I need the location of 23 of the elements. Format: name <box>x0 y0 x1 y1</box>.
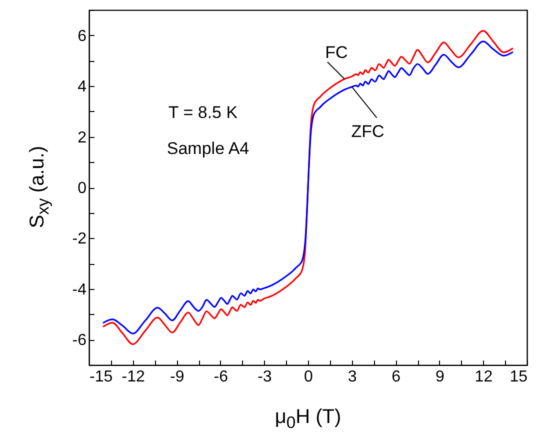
x-tick-label: 6 <box>392 368 401 386</box>
x-tick-label: 9 <box>435 368 444 386</box>
y-tick-label: -2 <box>72 230 87 248</box>
series-label: ZFC <box>351 122 384 141</box>
y-tick-label: -4 <box>72 281 87 298</box>
x-axis-title: μ$_{0}$H (T) <box>274 406 342 433</box>
y-tick-label: 6 <box>78 28 87 45</box>
x-tick-label: 15 <box>510 368 528 386</box>
annotation: Sample A4 <box>166 139 250 158</box>
x-tick-label: -9 <box>170 368 184 386</box>
series-label: FC <box>325 42 348 62</box>
x-tick-label: -6 <box>214 368 228 386</box>
x-tick-label: 3 <box>348 368 357 386</box>
x-tick-label: 0 <box>304 368 314 386</box>
annotation: T = 8.5 K <box>168 103 238 122</box>
x-tick-label: -3 <box>258 368 272 386</box>
x-tick-label: -15 <box>90 368 113 386</box>
y-tick-label: 2 <box>78 129 87 146</box>
y-tick-label: 0 <box>78 180 87 197</box>
x-tick-label: 12 <box>474 368 493 386</box>
y-tick-label: -6 <box>72 332 87 350</box>
x-tick-label: -12 <box>122 368 145 386</box>
y-tick-label: 4 <box>78 78 87 96</box>
